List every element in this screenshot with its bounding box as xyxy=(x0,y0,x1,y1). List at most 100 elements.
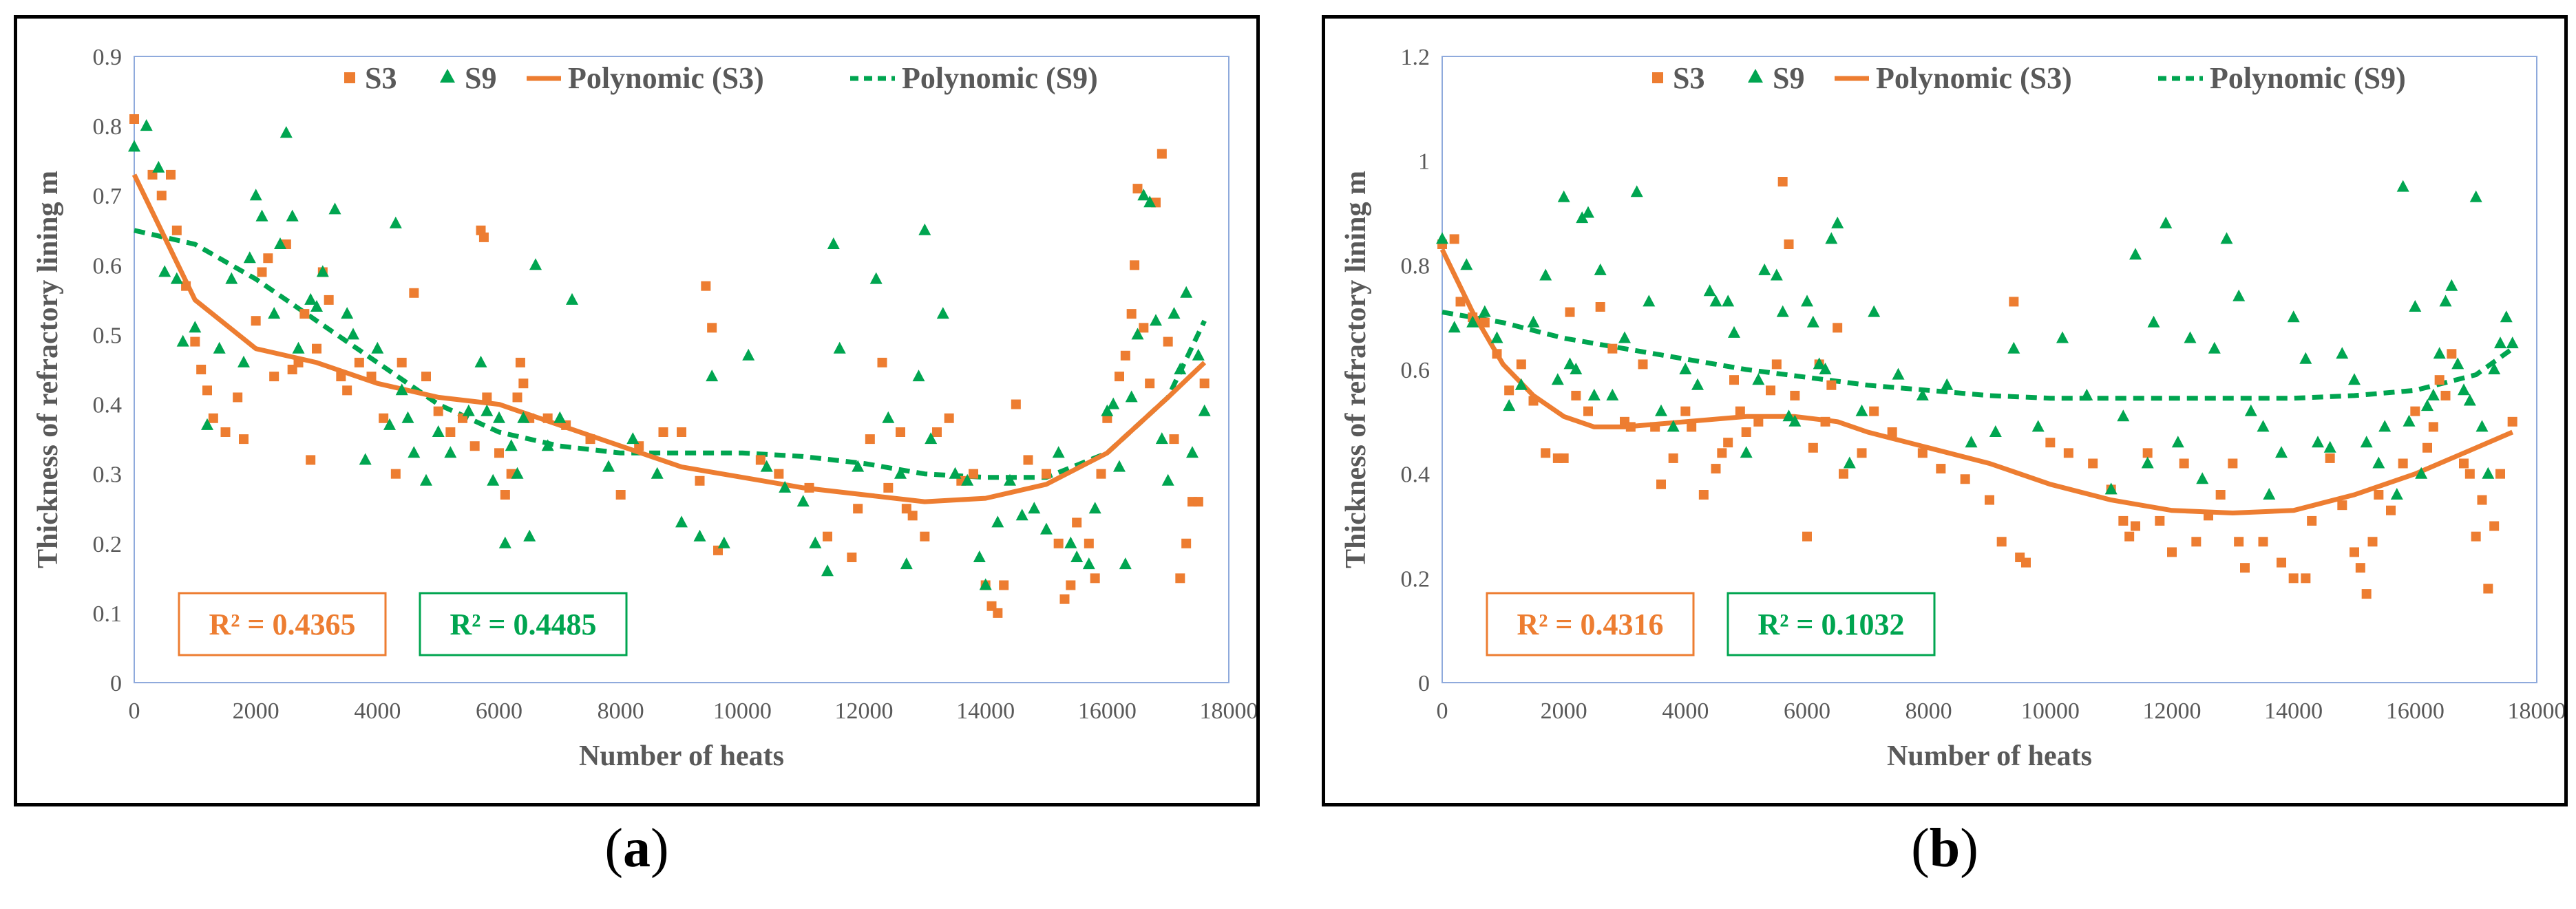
data-point-s9 xyxy=(900,557,913,570)
data-point-s9 xyxy=(1752,373,1765,385)
r2-s3-label: R² = 0.4365 xyxy=(209,608,355,641)
data-point-s3 xyxy=(1559,453,1569,463)
data-point-s3 xyxy=(896,427,905,437)
data-point-s9 xyxy=(481,404,494,416)
data-point-s3 xyxy=(2422,442,2432,453)
data-point-s3 xyxy=(2410,406,2420,416)
data-point-s9 xyxy=(249,189,262,201)
y-tick-label: 0.4 xyxy=(93,393,123,418)
data-point-s9 xyxy=(2007,341,2020,354)
data-point-s9 xyxy=(2263,488,2276,500)
data-point-s9 xyxy=(1587,388,1601,400)
x-tick-label: 4000 xyxy=(1662,698,1709,724)
data-point-s9 xyxy=(1052,446,1065,458)
data-point-s3 xyxy=(1139,323,1149,333)
data-point-s9 xyxy=(651,467,664,479)
data-point-s3 xyxy=(2447,349,2457,359)
r2-s3-box xyxy=(1486,592,1695,656)
data-point-s3 xyxy=(2009,297,2019,307)
data-point-s3 xyxy=(515,357,525,367)
data-point-s9 xyxy=(1119,557,1132,570)
data-point-s3 xyxy=(1735,406,1745,416)
data-point-s3 xyxy=(129,114,139,124)
data-point-s9 xyxy=(1174,363,1187,374)
data-point-s3 xyxy=(2258,537,2268,547)
data-point-s9 xyxy=(255,209,268,222)
fit-line-s9 xyxy=(1442,310,2514,401)
data-point-s3 xyxy=(251,316,261,326)
data-point-s3 xyxy=(1650,422,1660,432)
data-point-s9 xyxy=(1758,263,1771,275)
data-point-s9 xyxy=(2451,357,2464,370)
data-point-s9 xyxy=(474,355,487,367)
data-point-s3 xyxy=(2337,500,2347,511)
data-point-s9 xyxy=(949,467,962,479)
data-point-s3 xyxy=(1857,448,1867,458)
x-axis-title: Number of heats xyxy=(1887,740,2092,772)
data-point-s9 xyxy=(1788,414,1802,427)
data-point-s9 xyxy=(1740,446,1753,458)
data-point-s9 xyxy=(1082,557,1095,570)
data-point-s9 xyxy=(408,446,421,458)
data-point-s3 xyxy=(2507,416,2517,427)
data-point-s3 xyxy=(1766,385,1775,396)
y-tick-label: 0 xyxy=(110,671,122,696)
data-point-s9 xyxy=(2056,331,2069,343)
data-point-s3 xyxy=(2374,490,2384,500)
data-point-s9 xyxy=(401,411,414,423)
data-point-s9 xyxy=(1855,404,1868,416)
data-point-s9 xyxy=(979,578,992,590)
data-point-s3 xyxy=(755,455,766,465)
data-point-s3 xyxy=(1479,317,1490,328)
data-point-s3 xyxy=(1802,531,1812,542)
data-point-s9 xyxy=(279,126,293,138)
data-point-s3 xyxy=(1729,375,1739,385)
data-point-s9 xyxy=(444,446,457,458)
data-point-s9 xyxy=(1655,404,1667,416)
data-point-s3 xyxy=(1741,427,1751,437)
x-tick-label: 18000 xyxy=(2508,698,2565,724)
data-point-s3 xyxy=(907,511,918,521)
data-point-s9 xyxy=(1606,388,1619,400)
data-point-s9 xyxy=(912,370,925,382)
data-point-s9 xyxy=(1161,473,1174,486)
data-point-s9 xyxy=(2506,336,2519,349)
data-point-s3 xyxy=(397,357,407,367)
data-point-s3 xyxy=(2204,511,2213,521)
data-point-s3 xyxy=(920,531,930,542)
data-point-s9 xyxy=(389,216,402,228)
data-point-s9 xyxy=(1186,446,1199,458)
data-point-s3 xyxy=(2307,515,2317,526)
data-point-s3 xyxy=(1455,297,1466,307)
data-point-s3 xyxy=(969,469,978,479)
data-point-s3 xyxy=(1753,416,1764,427)
caption-a: (a) xyxy=(604,818,669,879)
y-tick-label: 0 xyxy=(1418,671,1430,696)
data-point-s3 xyxy=(1181,538,1192,548)
data-point-s9 xyxy=(1965,436,1978,448)
data-point-s9 xyxy=(869,272,883,284)
data-point-s3 xyxy=(1869,406,1879,416)
data-point-s9 xyxy=(827,237,840,249)
data-point-s9 xyxy=(1770,268,1783,281)
data-point-s9 xyxy=(2336,347,2349,359)
x-tick-label: 18000 xyxy=(1200,698,1257,724)
data-point-s9 xyxy=(1916,388,1929,400)
data-point-s3 xyxy=(233,392,243,403)
data-point-s9 xyxy=(2147,315,2160,328)
data-point-s3 xyxy=(1656,479,1666,489)
data-point-s9 xyxy=(1776,305,1789,317)
data-point-s9 xyxy=(2080,388,2093,400)
x-tick-label: 0 xyxy=(1437,698,1448,724)
data-point-s3 xyxy=(2240,563,2250,573)
data-point-s3 xyxy=(1504,385,1514,396)
data-point-s9 xyxy=(286,209,299,222)
data-point-s3 xyxy=(2191,537,2202,547)
data-point-s3 xyxy=(196,365,207,374)
data-point-s9 xyxy=(2220,232,2233,244)
data-point-s3 xyxy=(774,469,784,479)
data-point-s3 xyxy=(1771,359,1782,370)
data-point-s3 xyxy=(269,372,279,382)
y-tick-label: 0.9 xyxy=(93,45,123,70)
data-point-s3 xyxy=(1996,537,2007,547)
